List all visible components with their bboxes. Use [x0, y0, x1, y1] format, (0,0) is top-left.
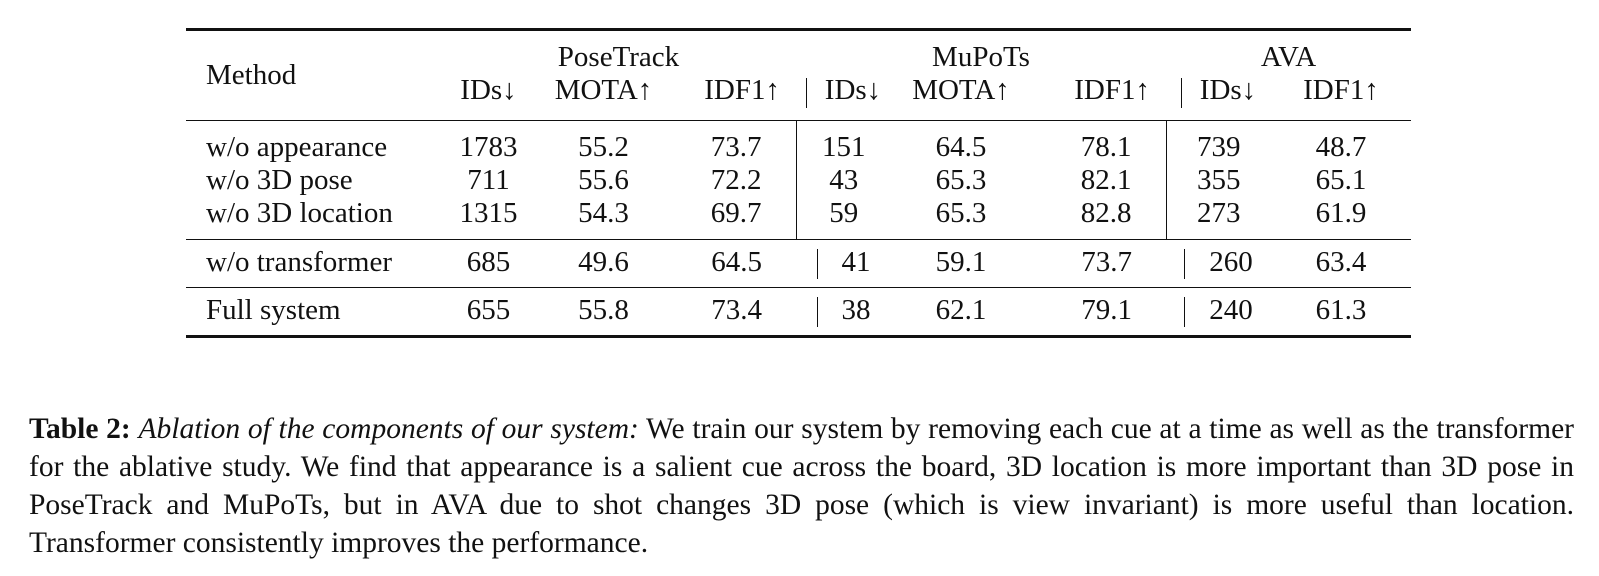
table-cell: 61.3 — [1315, 294, 1367, 327]
table-cell: 260 — [1209, 245, 1253, 278]
table-cell: 65.1 — [1315, 164, 1367, 197]
table-cell: 151 — [795, 120, 891, 165]
row-method: w/o 3D pose — [206, 164, 353, 197]
table-cell: 59 — [795, 197, 891, 240]
table-cell: 73.7 — [710, 130, 762, 163]
table-cell: 65.3 — [935, 164, 987, 197]
table-cell: 64.5 — [935, 130, 987, 163]
table-cell: 655 — [466, 294, 511, 327]
table-cell: 55.8 — [578, 294, 629, 327]
table-cell: 739 — [1165, 120, 1271, 165]
subheader-posetrack-idf1: IDF1↑ — [704, 74, 780, 107]
table-cell: 73.7 — [1081, 245, 1132, 278]
ablation-table-container: Method PoseTrack MuPoTs AVA IDs↓ MOTA↑ I… — [186, 28, 1411, 338]
table-cell: 55.6 — [578, 164, 629, 197]
subheader-ava-ids: IDs↓ — [1199, 74, 1257, 107]
subheader-row: IDs↓ MOTA↑ IDF1↑ IDs↓ MOTA↑ IDF1↑ IDs↓ I… — [186, 74, 1411, 120]
subheader-posetrack-mota: MOTA↑ — [554, 74, 653, 107]
table-cell: 1783 — [459, 130, 518, 163]
table-cell: 65.3 — [935, 197, 987, 230]
table-cell: 48.7 — [1315, 130, 1367, 163]
table-cell-with-bar: 41 — [796, 239, 891, 287]
column-separator — [1184, 249, 1186, 280]
table-cell: 38 — [841, 294, 871, 327]
table-row: w/o transformer 685 49.6 64.5 41 59.1 73… — [186, 239, 1411, 287]
caption-text: We train our system by removing each cue… — [29, 412, 1574, 559]
table-cell: 82.8 — [1080, 197, 1132, 230]
group-header-posetrack: PoseTrack — [557, 41, 680, 73]
column-separator — [1184, 297, 1186, 328]
row-method: w/o transformer — [206, 245, 393, 278]
table-cell: 78.1 — [1080, 130, 1132, 163]
ablation-table: Method PoseTrack MuPoTs AVA IDs↓ MOTA↑ I… — [186, 28, 1411, 338]
group-header-row: Method PoseTrack MuPoTs AVA — [186, 29, 1411, 91]
subheader-posetrack-ids: IDs↓ — [460, 74, 517, 107]
table-cell-with-bar: 38 — [796, 288, 891, 337]
method-header: Method — [206, 59, 297, 91]
table-cell: 72.2 — [710, 164, 762, 197]
table-cell: 73.4 — [711, 294, 762, 327]
table-cell: 63.4 — [1315, 245, 1367, 278]
table-cell: 55.2 — [578, 130, 629, 163]
subheader-ava-idf1: IDF1↑ — [1303, 74, 1379, 107]
table-cell: 59.1 — [935, 245, 987, 278]
table-cell: 79.1 — [1081, 294, 1132, 327]
row-method: w/o 3D location — [206, 197, 393, 230]
table-cell-with-bar: 240 — [1166, 288, 1271, 337]
table-cell: 43 — [795, 164, 891, 198]
subheader-mupots-idf1: IDF1↑ — [1074, 74, 1150, 107]
table-cell-with-bar: 260 — [1166, 239, 1271, 287]
subheader-mupots-mota: MOTA↑ — [912, 74, 1010, 107]
caption-label: Table 2: — [29, 412, 131, 445]
table-cell: 355 — [1165, 164, 1271, 198]
column-separator — [816, 297, 818, 328]
column-separator — [816, 249, 818, 280]
table-cell: 62.1 — [935, 294, 987, 327]
group-header-ava: AVA — [1260, 41, 1317, 73]
caption-title: Ablation of the components of our system… — [138, 412, 639, 445]
table-row: w/o 3D pose 711 55.6 72.2 43 65.3 82.1 3… — [186, 164, 1411, 198]
table-cell: 240 — [1209, 294, 1253, 327]
table-cell: 711 — [467, 164, 510, 197]
table-row: w/o 3D location 1315 54.3 69.7 59 65.3 8… — [186, 197, 1411, 240]
table-caption: Table 2: Ablation of the components of o… — [29, 410, 1574, 562]
table-cell: 54.3 — [578, 197, 629, 230]
table-row: Full system 655 55.8 73.4 38 62.1 79.1 2… — [186, 287, 1411, 337]
subheader-mupots-ids-cell: IDs↓ — [796, 74, 891, 120]
group-header-mupots: MuPoTs — [932, 41, 1030, 73]
table-row: w/o appearance 1783 55.2 73.7 151 64.5 7… — [186, 120, 1411, 165]
table-cell: 273 — [1165, 197, 1271, 240]
table-cell: 61.9 — [1315, 197, 1367, 230]
table-cell: 69.7 — [710, 197, 762, 230]
table-cell: 49.6 — [578, 245, 629, 278]
column-separator — [1180, 77, 1182, 108]
table-cell: 82.1 — [1080, 164, 1132, 197]
table-cell: 64.5 — [711, 245, 762, 278]
table-cell: 41 — [841, 245, 871, 278]
table-cell: 1315 — [459, 197, 518, 230]
subheader-mupots-ids: IDs↓ — [824, 74, 882, 107]
table-cell: 685 — [466, 245, 511, 278]
column-separator — [805, 77, 807, 108]
row-method: Full system — [206, 294, 341, 327]
row-method: w/o appearance — [206, 130, 388, 163]
subheader-ava-ids-cell: IDs↓ — [1166, 74, 1271, 120]
